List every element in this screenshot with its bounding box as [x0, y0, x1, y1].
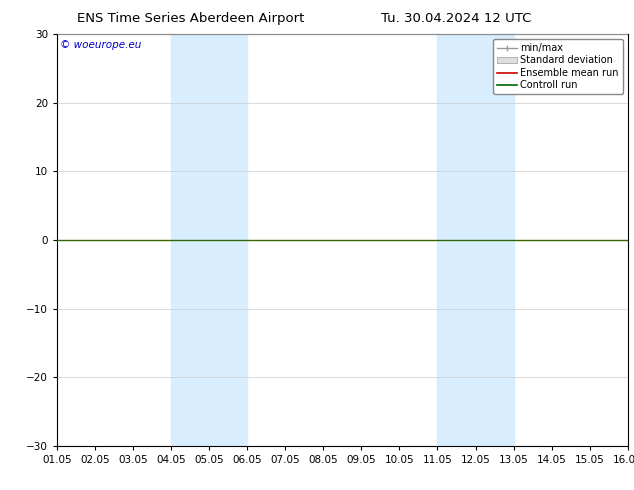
Text: Tu. 30.04.2024 12 UTC: Tu. 30.04.2024 12 UTC [381, 12, 532, 25]
Legend: min/max, Standard deviation, Ensemble mean run, Controll run: min/max, Standard deviation, Ensemble me… [493, 39, 623, 94]
Bar [437, 34, 514, 446]
Text: ENS Time Series Aberdeen Airport: ENS Time Series Aberdeen Airport [77, 12, 304, 25]
Text: © woeurope.eu: © woeurope.eu [60, 41, 141, 50]
Bar [171, 34, 247, 446]
